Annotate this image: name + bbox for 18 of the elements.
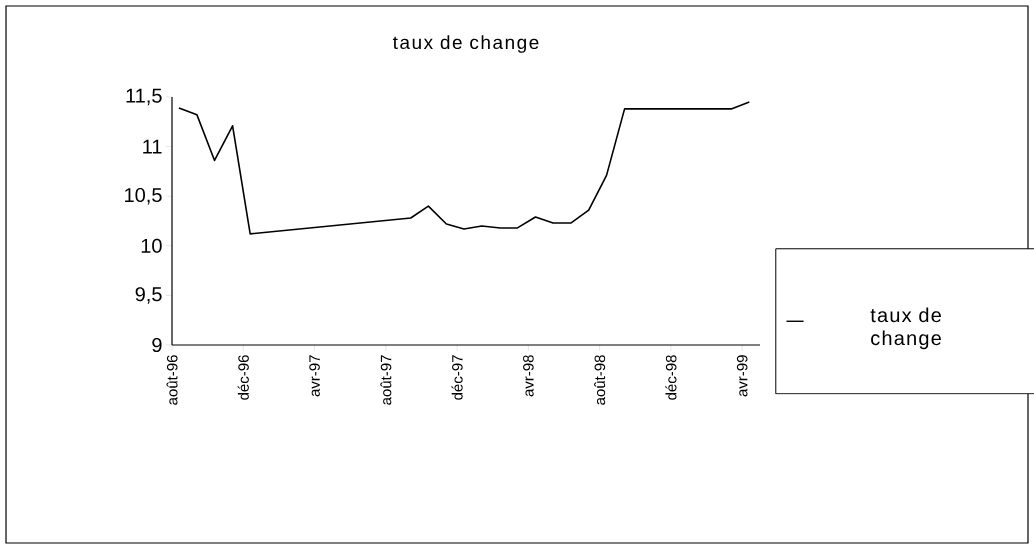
x-tick-label: déc-97 [451, 355, 463, 400]
line-series [178, 101, 751, 235]
x-tick-label: août-96 [166, 355, 178, 405]
y-tick-label: 9,5 [135, 287, 162, 304]
y-tick-label: 11,5 [126, 88, 162, 106]
x-tick-label: août-98 [594, 355, 606, 405]
text: taux de change [870, 307, 941, 350]
x-tick-label: déc-96 [237, 355, 249, 400]
x-tick-label: avr-99 [736, 355, 748, 397]
y-tick-label: 9 [152, 337, 162, 353]
x-tick-label: déc-98 [665, 355, 677, 400]
x-tick-label: avr-98 [523, 355, 534, 397]
y-tick-label: 11 [143, 139, 162, 154]
y-tick-label: 10 [141, 238, 162, 253]
chart-title: taux de change [392, 35, 539, 53]
y-tick-label: 10,5 [125, 187, 162, 205]
x-tick-label: avr-97 [309, 355, 320, 397]
x-tick-label: août-97 [380, 355, 392, 405]
